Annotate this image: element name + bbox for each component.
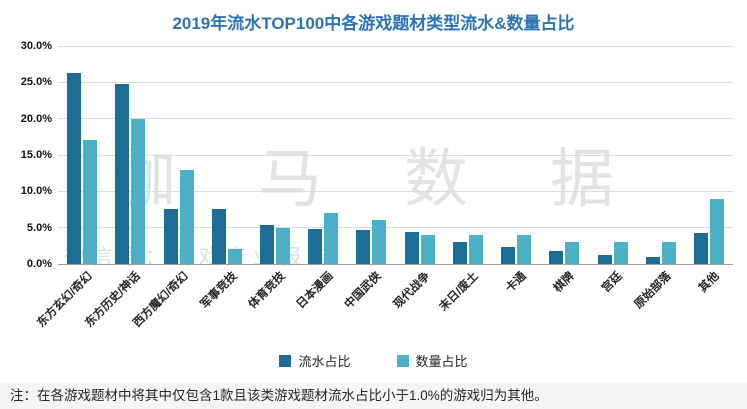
legend-item-revenue-share: 流水占比: [279, 351, 351, 370]
gridline: [58, 81, 733, 83]
bar-count-share: [275, 227, 290, 264]
bar-revenue-share: [115, 83, 130, 264]
bar-group: [492, 46, 540, 264]
bar-count-share: [372, 220, 387, 264]
bar-count-share: [420, 234, 435, 264]
bar-group: [444, 46, 492, 264]
legend-label-count-share: 数量占比: [415, 354, 468, 369]
x-tick-label: 原始部落: [632, 270, 674, 312]
x-label-cell: 西方魔幻/奇幻: [132, 266, 202, 350]
x-tick-label: 现代战争: [391, 270, 433, 312]
bar-count-share: [661, 242, 676, 264]
bar-revenue-share: [356, 229, 371, 264]
legend-swatch-revenue-share: [279, 354, 292, 367]
bar-count-share: [227, 249, 242, 264]
bar-revenue-share: [67, 72, 82, 264]
x-label-cell: 棋牌: [540, 266, 588, 350]
bar-revenue-share: [549, 250, 564, 264]
bar-count-share: [517, 234, 532, 264]
x-tick-label: 卡通: [503, 270, 529, 295]
x-tick-label: 中国武侠: [342, 270, 384, 312]
y-tick-label: 5.0%: [26, 221, 52, 234]
bar-group: [588, 46, 636, 264]
y-tick-label: 30.0%: [20, 40, 52, 52]
bar-group: [203, 46, 251, 264]
y-tick-label: 25.0%: [20, 76, 52, 89]
bar-group: [396, 46, 444, 264]
x-tick-label: 宫廷: [600, 270, 626, 295]
bar-group: [637, 46, 685, 264]
bar-group: [58, 46, 106, 264]
y-tick-label: 10.0%: [20, 185, 52, 198]
bar-revenue-share: [404, 232, 419, 264]
x-label-cell: 末日/废土: [437, 266, 492, 350]
y-tick-label: 20.0%: [20, 112, 52, 125]
bar-revenue-share: [308, 229, 323, 264]
x-tick-label: 棋牌: [552, 270, 577, 295]
bar-group: [299, 46, 347, 264]
x-label-cell: 原始部落: [632, 266, 685, 350]
x-label-cell: 现代战争: [391, 266, 444, 350]
bar-group: [685, 46, 733, 264]
bar-revenue-share: [693, 232, 708, 264]
footnote: 注：在各游戏题材中将其中仅包含1款且该类游戏题材流水占比小于1.0%的游戏归为其…: [0, 383, 747, 409]
bar-count-share: [565, 242, 580, 264]
y-tick-label: 0.0%: [26, 258, 52, 270]
x-tick-label: 体育竞技: [246, 270, 288, 312]
gridline: [58, 118, 733, 120]
x-tick-label: 军事竞技: [198, 270, 240, 312]
x-axis-labels: 东方玄幻/奇幻 东方历史/神话 西方魔幻/奇幻 军事竞技 体育竞技 日本漫画 中国武侠 现代战…: [35, 266, 733, 350]
bar-count-share: [83, 140, 98, 264]
y-tick-label: 15.0%: [20, 149, 52, 161]
bar-count-share: [179, 169, 194, 264]
x-label-cell: 体育竞技: [247, 266, 299, 350]
gridline: [58, 227, 733, 229]
chart-title: 2019年流水TOP100中各游戏题材类型流水&数量占比: [172, 14, 575, 33]
bar-revenue-share: [163, 208, 178, 264]
bar-revenue-share: [452, 242, 467, 264]
x-label-cell: 日本漫画: [295, 266, 347, 350]
y-axis: 0.0% 5.0% 10.0% 15.0% 20.0% 25.0% 30.0%: [0, 40, 52, 270]
bar-revenue-share: [259, 224, 274, 264]
gridline: [58, 190, 733, 192]
bar-count-share: [613, 242, 628, 264]
x-tick-label: 其他: [696, 270, 722, 295]
bar-count-share: [324, 213, 339, 264]
bar-revenue-share: [645, 256, 660, 264]
x-label-cell: 宫廷: [588, 266, 636, 350]
bar-group: [347, 46, 395, 264]
legend-swatch-count-share: [396, 354, 409, 367]
bar-group: [106, 46, 154, 264]
bar-group: [251, 46, 299, 264]
legend: 流水占比 数量占比: [0, 351, 747, 370]
gridline: [58, 45, 733, 47]
bar-group: [154, 46, 202, 264]
gridline: [58, 154, 733, 156]
legend-label-revenue-share: 流水占比: [298, 354, 351, 369]
bar-groups: [58, 46, 733, 264]
x-label-cell: 卡通: [492, 266, 540, 350]
plot-area: [58, 45, 733, 265]
x-tick-label: 日本漫画: [294, 270, 336, 312]
x-label-cell: 其他: [685, 266, 733, 350]
legend-item-count-share: 数量占比: [396, 351, 468, 370]
gridline: [58, 263, 733, 265]
bar-count-share: [468, 234, 483, 264]
bar-revenue-share: [211, 208, 226, 264]
bar-count-share: [131, 118, 146, 264]
x-label-cell: 中国武侠: [343, 266, 395, 350]
bar-revenue-share: [597, 255, 612, 264]
bar-revenue-share: [501, 247, 516, 264]
bar-group: [540, 46, 588, 264]
x-label-cell: 军事竞技: [198, 266, 251, 350]
bar-count-share: [709, 198, 724, 264]
